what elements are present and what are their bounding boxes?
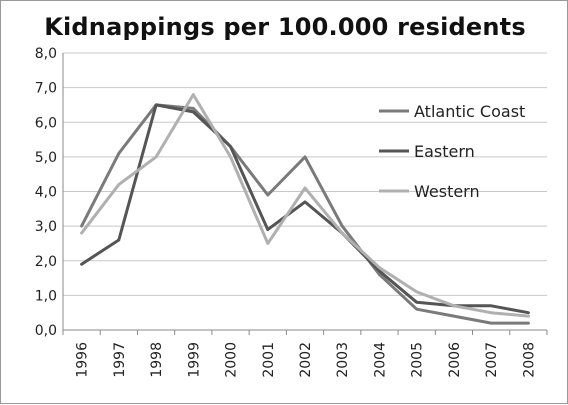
y-tick-label: 4,0 [35,185,57,201]
x-tick-label: 2008 [521,342,537,378]
y-tick-label: 1,0 [35,288,57,304]
x-tick-label: 2004 [372,342,388,378]
y-tick-label: 7,0 [35,81,57,97]
legend-label: Western [414,182,480,201]
series-line-3 [80,93,530,318]
x-tick-label: 2000 [224,342,240,378]
chart-title: Kidnappings per 100.000 residents [44,13,526,41]
x-tick-label: 1999 [186,342,202,378]
y-tick-label: 6,0 [35,115,57,131]
x-tick-label: 2006 [447,342,463,378]
x-tick-label: 1997 [112,342,128,378]
y-tick-label: 8,0 [35,46,57,62]
y-tick-label: 2,0 [35,254,57,270]
series-line-2 [80,103,530,315]
x-tick-label: 2001 [261,342,277,378]
x-tick-label: 1996 [75,342,91,378]
x-tick-label: 1998 [149,342,165,378]
series-line-1 [80,103,530,325]
y-tick-label: 3,0 [35,219,57,235]
y-tick-label: 0,0 [35,323,57,339]
x-tick-label: 2002 [298,342,314,378]
x-tick-label: 2007 [484,342,500,378]
y-tick-label: 5,0 [35,150,57,166]
legend-label: Eastern [414,142,475,161]
x-tick-label: 2005 [410,342,426,378]
x-tick-label: 2003 [335,342,351,378]
legend-label: Atlantic Coast [414,102,525,121]
